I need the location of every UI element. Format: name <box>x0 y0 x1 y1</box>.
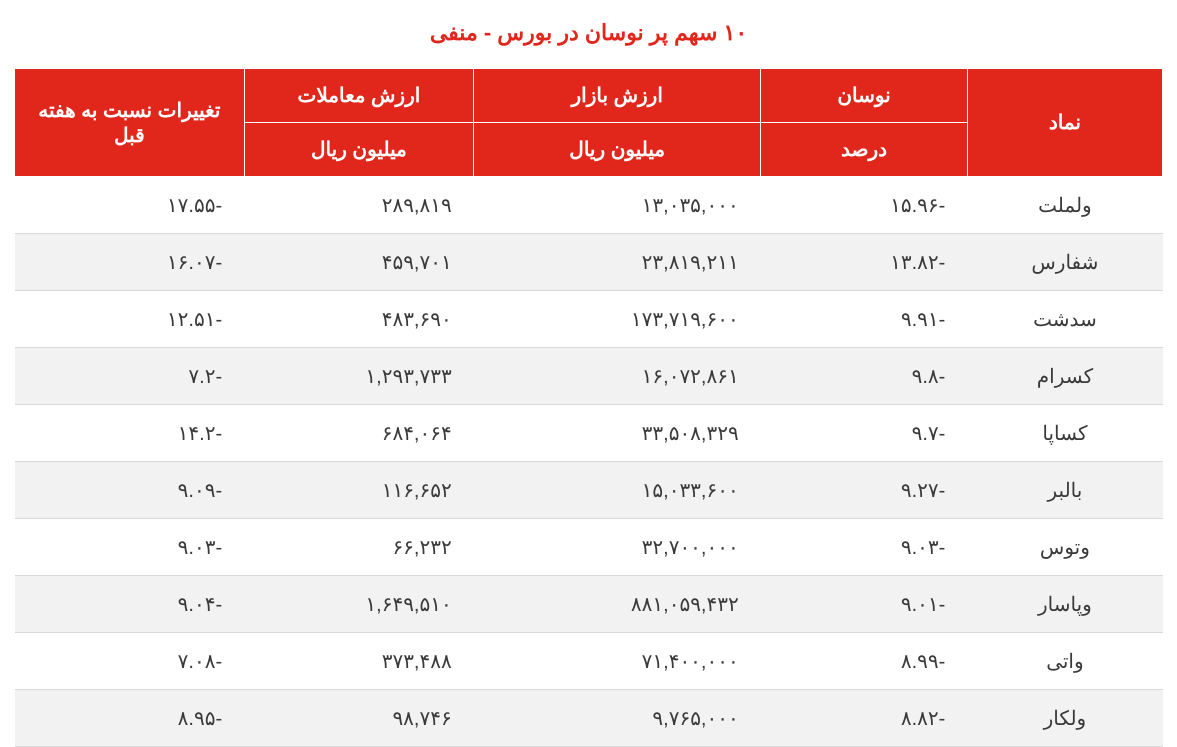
cell-symbol: واتی <box>967 633 1162 690</box>
table-row: ولکار-۸.۸۲۹,۷۶۵,۰۰۰۹۸,۷۴۶-۸.۹۵ <box>15 690 1163 747</box>
cell-market-value: ۱۵,۰۳۳,۶۰۰ <box>474 462 761 519</box>
cell-market-value: ۷۱,۴۰۰,۰۰۰ <box>474 633 761 690</box>
cell-trade-value: ۴۵۹,۷۰۱ <box>244 234 474 291</box>
table-row: وتوس-۹.۰۳۳۲,۷۰۰,۰۰۰۶۶,۲۳۲-۹.۰۳ <box>15 519 1163 576</box>
cell-week-change: -۱۲.۵۱ <box>15 291 245 348</box>
cell-symbol: سدشت <box>967 291 1162 348</box>
cell-market-value: ۱۷۳,۷۱۹,۶۰۰ <box>474 291 761 348</box>
cell-trade-value: ۳۷۳,۴۸۸ <box>244 633 474 690</box>
header-trade-value-unit: میلیون ریال <box>244 123 474 177</box>
header-market-value-unit: میلیون ریال <box>474 123 761 177</box>
cell-symbol: وتوس <box>967 519 1162 576</box>
cell-symbol: ولملت <box>967 177 1162 234</box>
cell-volatility: -۸.۹۹ <box>761 633 968 690</box>
header-volatility-unit: درصد <box>761 123 968 177</box>
cell-symbol: کسرام <box>967 348 1162 405</box>
stocks-table: نماد نوسان ارزش بازار ارزش معاملات تغییر… <box>14 68 1163 747</box>
table-title: ۱۰ سهم پر نوسان در بورس - منفی <box>14 20 1163 46</box>
header-symbol: نماد <box>967 69 1162 177</box>
header-volatility: نوسان <box>761 69 968 123</box>
cell-market-value: ۳۳,۵۰۸,۳۲۹ <box>474 405 761 462</box>
cell-week-change: -۷.۲ <box>15 348 245 405</box>
table-row: شفارس-۱۳.۸۲۲۳,۸۱۹,۲۱۱۴۵۹,۷۰۱-۱۶.۰۷ <box>15 234 1163 291</box>
header-trade-value: ارزش معاملات <box>244 69 474 123</box>
cell-symbol: ولکار <box>967 690 1162 747</box>
table-row: کساپا-۹.۷۳۳,۵۰۸,۳۲۹۶۸۴,۰۶۴-۱۴.۲ <box>15 405 1163 462</box>
cell-week-change: -۸.۹۵ <box>15 690 245 747</box>
cell-week-change: -۱۴.۲ <box>15 405 245 462</box>
table-row: کسرام-۹.۸۱۶,۰۷۲,۸۶۱۱,۲۹۳,۷۳۳-۷.۲ <box>15 348 1163 405</box>
table-row: سدشت-۹.۹۱۱۷۳,۷۱۹,۶۰۰۴۸۳,۶۹۰-۱۲.۵۱ <box>15 291 1163 348</box>
cell-trade-value: ۱۱۶,۶۵۲ <box>244 462 474 519</box>
cell-market-value: ۹,۷۶۵,۰۰۰ <box>474 690 761 747</box>
cell-week-change: -۱۷.۵۵ <box>15 177 245 234</box>
cell-volatility: -۱۳.۸۲ <box>761 234 968 291</box>
table-header: نماد نوسان ارزش بازار ارزش معاملات تغییر… <box>15 69 1163 177</box>
cell-trade-value: ۲۸۹,۸۱۹ <box>244 177 474 234</box>
table-row: واتی-۸.۹۹۷۱,۴۰۰,۰۰۰۳۷۳,۴۸۸-۷.۰۸ <box>15 633 1163 690</box>
cell-market-value: ۳۲,۷۰۰,۰۰۰ <box>474 519 761 576</box>
table-row: وپاسار-۹.۰۱۸۸۱,۰۵۹,۴۳۲۱,۶۴۹,۵۱۰-۹.۰۴ <box>15 576 1163 633</box>
cell-trade-value: ۱,۲۹۳,۷۳۳ <box>244 348 474 405</box>
cell-symbol: وپاسار <box>967 576 1162 633</box>
table-row: بالبر-۹.۲۷۱۵,۰۳۳,۶۰۰۱۱۶,۶۵۲-۹.۰۹ <box>15 462 1163 519</box>
cell-trade-value: ۹۸,۷۴۶ <box>244 690 474 747</box>
header-week-change: تغییرات نسبت به هفته قبل <box>15 69 245 177</box>
cell-week-change: -۹.۰۹ <box>15 462 245 519</box>
cell-volatility: -۹.۹۱ <box>761 291 968 348</box>
cell-volatility: -۹.۲۷ <box>761 462 968 519</box>
cell-volatility: -۹.۰۱ <box>761 576 968 633</box>
cell-week-change: -۱۶.۰۷ <box>15 234 245 291</box>
cell-symbol: بالبر <box>967 462 1162 519</box>
cell-symbol: کساپا <box>967 405 1162 462</box>
cell-volatility: -۹.۸ <box>761 348 968 405</box>
cell-volatility: -۱۵.۹۶ <box>761 177 968 234</box>
cell-market-value: ۲۳,۸۱۹,۲۱۱ <box>474 234 761 291</box>
cell-volatility: -۹.۷ <box>761 405 968 462</box>
cell-market-value: ۸۸۱,۰۵۹,۴۳۲ <box>474 576 761 633</box>
cell-trade-value: ۶۸۴,۰۶۴ <box>244 405 474 462</box>
cell-market-value: ۱۶,۰۷۲,۸۶۱ <box>474 348 761 405</box>
header-market-value: ارزش بازار <box>474 69 761 123</box>
cell-week-change: -۹.۰۳ <box>15 519 245 576</box>
table-row: ولملت-۱۵.۹۶۱۳,۰۳۵,۰۰۰۲۸۹,۸۱۹-۱۷.۵۵ <box>15 177 1163 234</box>
cell-trade-value: ۶۶,۲۳۲ <box>244 519 474 576</box>
cell-symbol: شفارس <box>967 234 1162 291</box>
cell-market-value: ۱۳,۰۳۵,۰۰۰ <box>474 177 761 234</box>
table-body: ولملت-۱۵.۹۶۱۳,۰۳۵,۰۰۰۲۸۹,۸۱۹-۱۷.۵۵شفارس-… <box>15 177 1163 747</box>
cell-volatility: -۸.۸۲ <box>761 690 968 747</box>
cell-trade-value: ۱,۶۴۹,۵۱۰ <box>244 576 474 633</box>
cell-week-change: -۹.۰۴ <box>15 576 245 633</box>
cell-trade-value: ۴۸۳,۶۹۰ <box>244 291 474 348</box>
cell-volatility: -۹.۰۳ <box>761 519 968 576</box>
cell-week-change: -۷.۰۸ <box>15 633 245 690</box>
